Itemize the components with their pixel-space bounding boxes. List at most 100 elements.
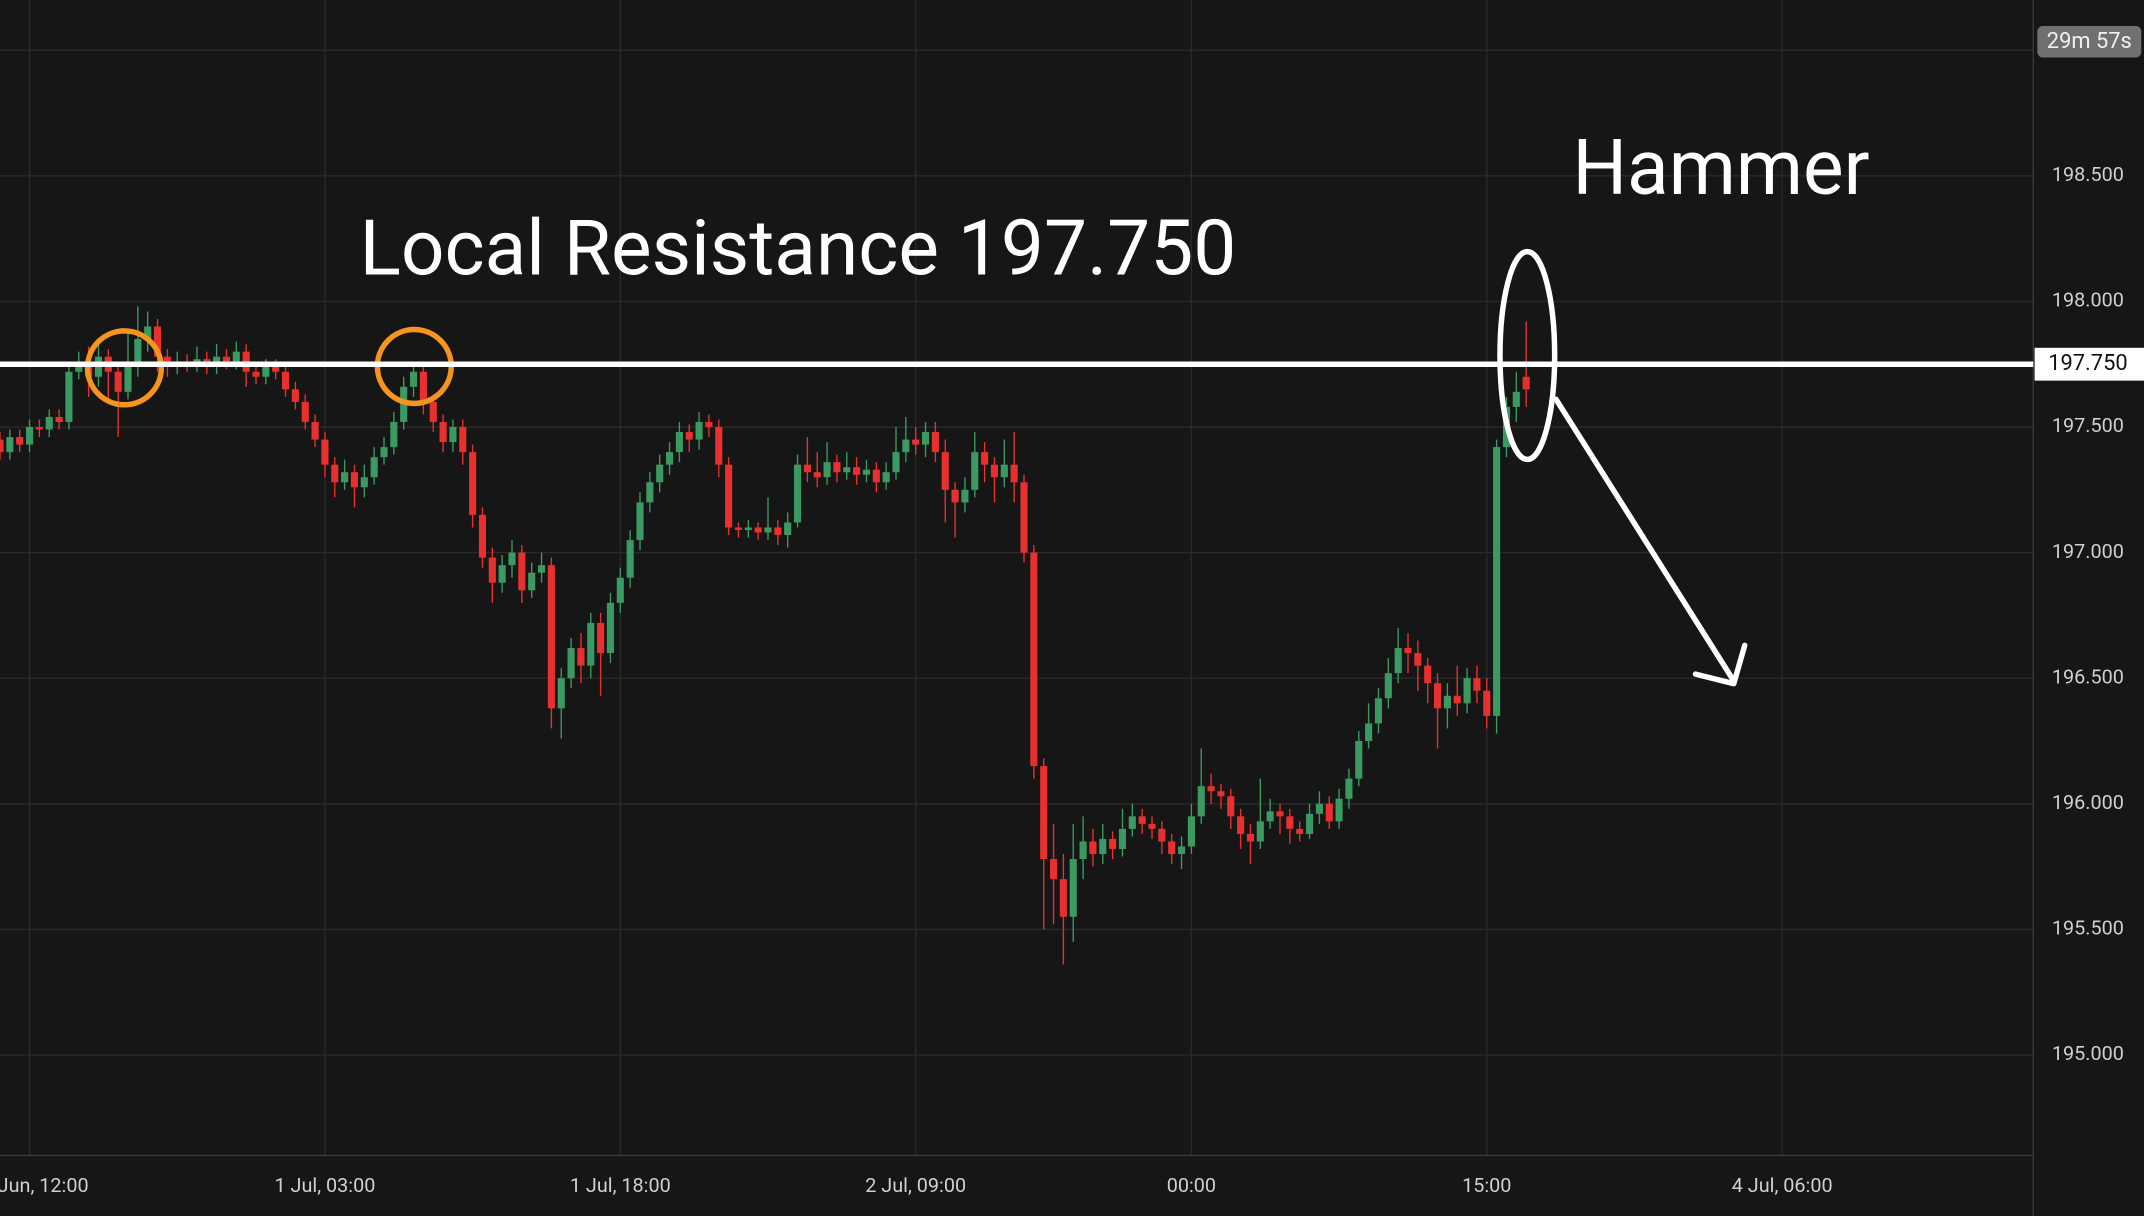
candle-body <box>1404 648 1412 654</box>
candle-body <box>557 678 565 709</box>
candle-body <box>862 469 871 475</box>
candle-body <box>931 432 939 453</box>
candle-body <box>360 477 368 488</box>
x-tick-label: 30 Jun, 12:00 <box>0 1174 89 1197</box>
y-tick-label: 196.500 <box>2052 665 2124 688</box>
y-tick-label: 198.000 <box>2052 289 2124 312</box>
candle-body <box>124 364 132 392</box>
candle-body <box>429 401 437 422</box>
candle-body <box>1158 828 1166 842</box>
candle-body <box>1365 723 1373 741</box>
countdown: 29m 57s <box>2047 29 2132 54</box>
candle-body <box>1010 464 1018 483</box>
candle-body <box>1522 376 1530 390</box>
candle-body <box>921 432 930 445</box>
x-tick-label: 15:00 <box>1462 1174 1511 1197</box>
candle-body <box>1266 811 1274 822</box>
candle-body <box>1059 879 1067 917</box>
candle-body <box>636 502 644 541</box>
candle-body <box>1296 828 1304 834</box>
y-tick-label: 198.500 <box>2052 163 2124 186</box>
candle-body <box>144 326 152 340</box>
candle-body <box>1512 391 1520 407</box>
candle-body <box>301 401 309 422</box>
candle-body <box>1197 786 1205 817</box>
y-tick-label: 197.500 <box>2052 414 2124 437</box>
candle-body <box>853 467 861 475</box>
candle-body <box>1000 464 1008 478</box>
candle-body <box>567 648 575 679</box>
candle-body <box>488 557 496 583</box>
candle-body <box>1374 698 1383 724</box>
candle-body <box>1099 838 1107 855</box>
candle-body <box>1473 678 1481 691</box>
grid <box>0 0 2034 1156</box>
candle-body <box>0 439 4 453</box>
candle-body <box>774 527 782 536</box>
x-tick-label: 00:00 <box>1167 1174 1216 1197</box>
candle-body <box>1089 841 1097 855</box>
candle-body <box>1177 846 1186 855</box>
x-tick-label: 2 Jul, 09:00 <box>865 1174 966 1197</box>
candle-body <box>252 371 260 377</box>
resistance-badge <box>2034 347 2144 381</box>
candle-body <box>734 527 743 530</box>
candle-body <box>45 416 53 430</box>
candle-body <box>25 427 34 445</box>
candle-body <box>656 464 664 483</box>
candle-body <box>1355 740 1363 779</box>
candle-body <box>1345 778 1353 799</box>
candle-body <box>902 439 910 453</box>
candle-body <box>705 421 713 428</box>
candle-body <box>528 572 536 591</box>
candle-body <box>1246 833 1255 842</box>
candle-body <box>478 514 487 558</box>
candle-body <box>1384 673 1392 699</box>
candle-body <box>1335 798 1343 822</box>
candle-body <box>370 457 378 478</box>
candle-body <box>1424 665 1432 684</box>
candle-body <box>272 366 280 372</box>
candle-body <box>1020 482 1028 553</box>
y-tick-label: 195.500 <box>2052 917 2124 940</box>
candle-body <box>941 452 949 490</box>
candle-body <box>587 622 595 666</box>
candle-body <box>577 648 585 666</box>
candle-body <box>291 389 299 402</box>
candle-body <box>16 437 24 445</box>
candle-body <box>341 472 349 483</box>
candle-body <box>508 552 516 566</box>
candle-body <box>1138 816 1146 824</box>
candle-body <box>1128 816 1136 829</box>
candle-body <box>65 371 73 422</box>
candle-body <box>764 527 772 533</box>
candles <box>0 306 1530 965</box>
candle-body <box>518 552 526 591</box>
candle-body <box>1187 816 1195 847</box>
hammer-ellipse <box>1497 248 1558 463</box>
candle-body <box>1443 695 1451 709</box>
candle-body <box>675 432 683 453</box>
candle-body <box>498 565 506 583</box>
candle-body <box>262 366 270 377</box>
candle-body <box>725 464 733 528</box>
candle-body <box>626 540 634 578</box>
candle-body <box>1453 695 1461 704</box>
candle-body <box>981 452 989 465</box>
candle-body <box>597 622 605 654</box>
y-tick-label: 195.000 <box>2052 1042 2124 1065</box>
candle-body <box>1286 816 1294 829</box>
candle-body <box>439 421 447 443</box>
candle-body <box>1079 841 1087 860</box>
candle-body <box>321 439 329 465</box>
candle-body <box>813 472 821 478</box>
candle-body <box>951 489 959 503</box>
candle-body <box>331 464 339 483</box>
candle-body <box>380 447 388 458</box>
candle-body <box>990 464 999 478</box>
candle-body <box>350 472 359 488</box>
candle-body <box>449 427 457 443</box>
candle-body <box>872 469 880 483</box>
x-tick-label: 1 Jul, 03:00 <box>274 1174 375 1197</box>
